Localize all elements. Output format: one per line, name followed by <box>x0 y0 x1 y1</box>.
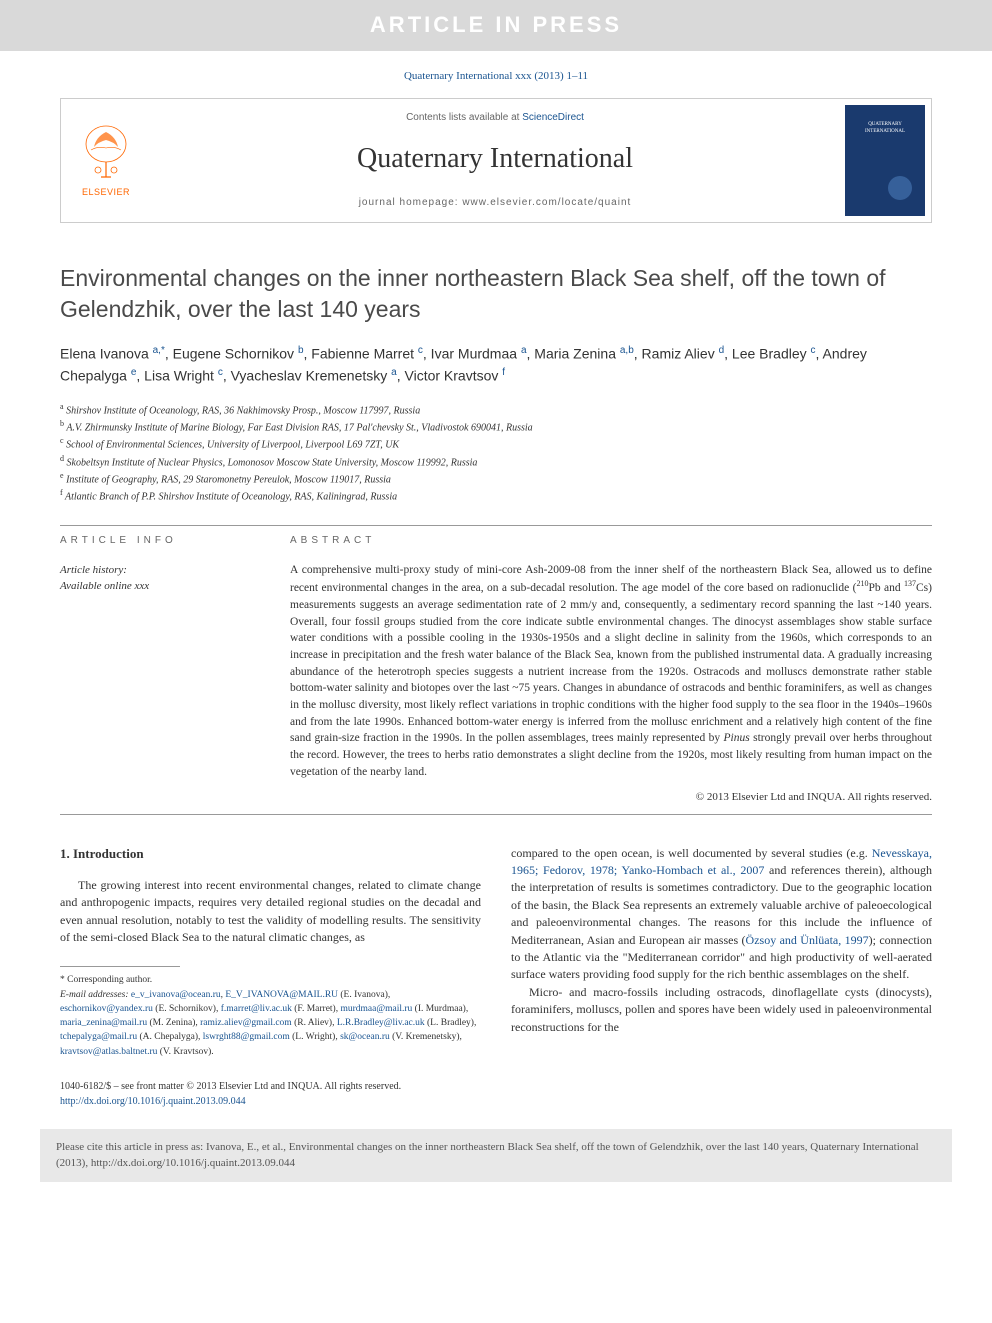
journal-header-box: ELSEVIER Contents lists available at Sci… <box>60 98 932 223</box>
article-in-press-banner: ARTICLE IN PRESS <box>0 0 992 51</box>
affiliation-item: f Atlantic Branch of P.P. Shirshov Insti… <box>60 487 932 504</box>
issn-line: 1040-6182/$ – see front matter © 2013 El… <box>60 1079 932 1094</box>
svg-text:QUATERNARY: QUATERNARY <box>868 122 902 127</box>
article-info-label: ARTICLE INFO <box>60 534 260 548</box>
header-center: Contents lists available at ScienceDirec… <box>151 99 839 222</box>
corresponding-author: * Corresponding author. <box>60 973 481 987</box>
homepage-url[interactable]: www.elsevier.com/locate/quaint <box>462 197 631 208</box>
affiliation-item: b A.V. Zhirmunsky Institute of Marine Bi… <box>60 418 932 435</box>
body-two-columns: 1. Introduction The growing interest int… <box>60 845 932 1059</box>
history-text: Available online xxx <box>60 578 260 595</box>
divider <box>60 525 932 526</box>
contents-lists-line: Contents lists available at ScienceDirec… <box>151 111 839 125</box>
article-title: Environmental changes on the inner north… <box>60 263 932 325</box>
body-column-left: 1. Introduction The growing interest int… <box>60 845 481 1059</box>
section-1-heading: 1. Introduction <box>60 845 481 863</box>
affiliation-item: a Shirshov Institute of Oceanology, RAS,… <box>60 401 932 418</box>
intro-paragraph-3: Micro- and macro-fossils including ostra… <box>511 984 932 1036</box>
sciencedirect-link[interactable]: ScienceDirect <box>522 112 584 123</box>
elsevier-tree-icon <box>76 122 136 182</box>
article-info-column: ARTICLE INFO Article history: Available … <box>60 534 260 806</box>
email-addresses: E-mail addresses: e_v_ivanova@ocean.ru, … <box>60 988 481 1059</box>
history-label: Article history: <box>60 562 260 579</box>
doi-link[interactable]: http://dx.doi.org/10.1016/j.quaint.2013.… <box>60 1094 932 1109</box>
info-abstract-row: ARTICLE INFO Article history: Available … <box>60 534 932 806</box>
affiliation-item: c School of Environmental Sciences, Univ… <box>60 435 932 452</box>
intro-paragraph-1: The growing interest into recent environ… <box>60 877 481 947</box>
journal-cover-thumbnail[interactable]: QUATERNARY INTERNATIONAL <box>845 105 925 216</box>
bottom-info: 1040-6182/$ – see front matter © 2013 El… <box>60 1079 932 1109</box>
journal-name: Quaternary International <box>151 139 839 178</box>
footnotes: * Corresponding author. E-mail addresses… <box>60 973 481 1059</box>
contents-prefix: Contents lists available at <box>406 112 522 123</box>
footnote-separator <box>60 966 180 967</box>
homepage-prefix: journal homepage: <box>359 197 463 208</box>
affiliations-list: a Shirshov Institute of Oceanology, RAS,… <box>60 401 932 505</box>
article-history: Article history: Available online xxx <box>60 562 260 595</box>
body-column-right: compared to the open ocean, is well docu… <box>511 845 932 1059</box>
citation-line: Quaternary International xxx (2013) 1–11 <box>0 51 992 98</box>
abstract-column: ABSTRACT A comprehensive multi-proxy stu… <box>290 534 932 806</box>
copyright-line: © 2013 Elsevier Ltd and INQUA. All right… <box>290 790 932 805</box>
elsevier-logo[interactable]: ELSEVIER <box>61 99 151 222</box>
affiliation-item: d Skobeltsyn Institute of Nuclear Physic… <box>60 453 932 470</box>
homepage-line: journal homepage: www.elsevier.com/locat… <box>151 196 839 210</box>
svg-text:INTERNATIONAL: INTERNATIONAL <box>865 129 905 134</box>
cover-image: QUATERNARY INTERNATIONAL <box>850 113 920 208</box>
abstract-text: A comprehensive multi-proxy study of min… <box>290 562 932 781</box>
affiliation-item: e Institute of Geography, RAS, 29 Starom… <box>60 470 932 487</box>
divider <box>60 814 932 815</box>
authors-list: Elena Ivanova a,*, Eugene Schornikov b, … <box>60 343 932 386</box>
emails-label: E-mail addresses: <box>60 990 129 1000</box>
elsevier-text: ELSEVIER <box>82 186 130 199</box>
cite-box: Please cite this article in press as: Iv… <box>40 1129 952 1182</box>
abstract-label: ABSTRACT <box>290 534 932 548</box>
intro-paragraph-2: compared to the open ocean, is well docu… <box>511 845 932 984</box>
